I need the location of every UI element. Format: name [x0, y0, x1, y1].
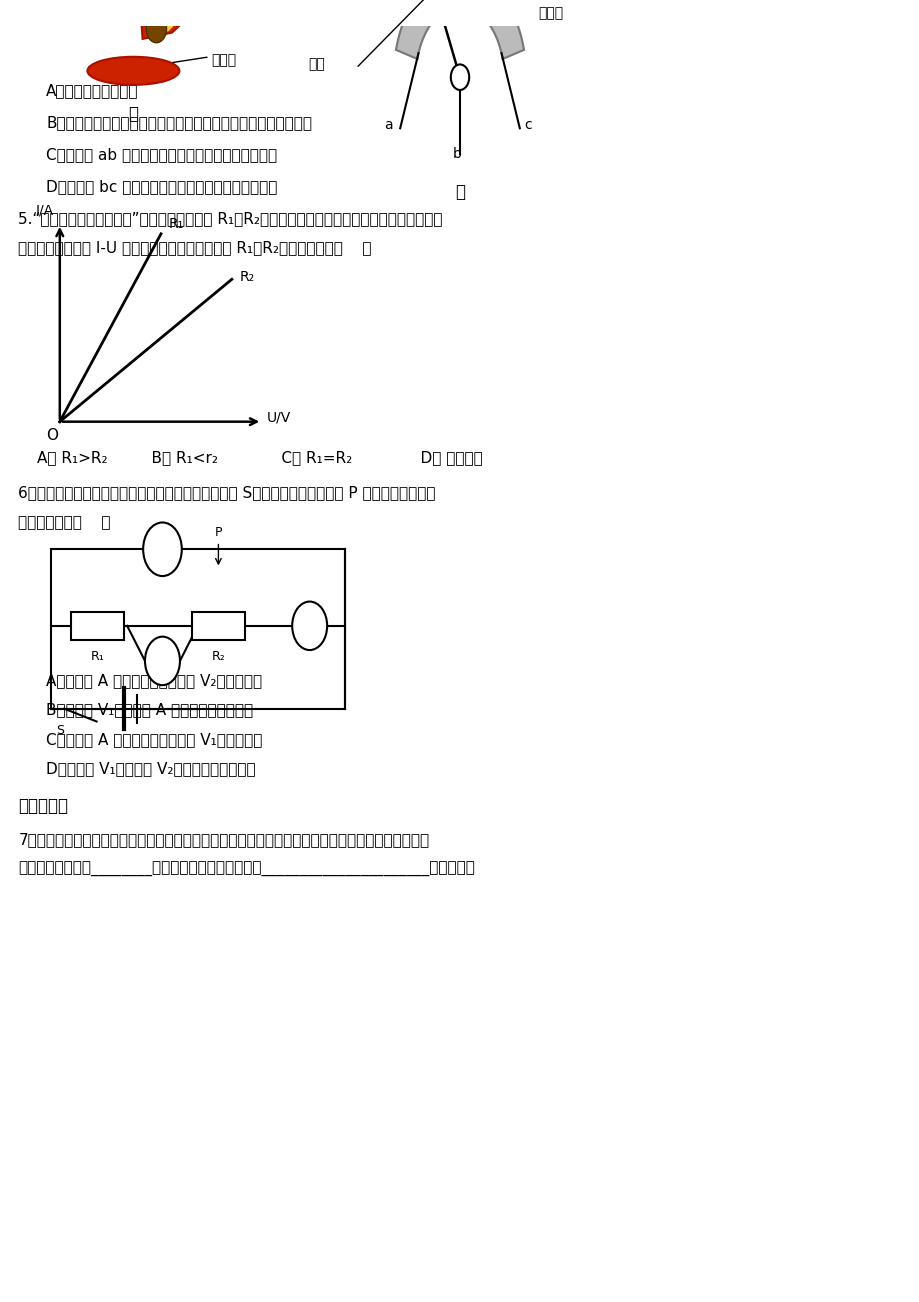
Text: C．若只将 ab 接入电路，顺时针转动旋鈕时灯泡变亮: C．若只将 ab 接入电路，顺时针转动旋鈕时灯泡变亮 [46, 147, 277, 163]
Text: O: O [46, 428, 58, 443]
Circle shape [143, 522, 182, 575]
Text: c: c [524, 118, 531, 132]
Text: 5.“探究电流与电压的关系”的实验中，分别用 R₁、R₂两个电阴进行了探究，并根据各自的实验数据: 5.“探究电流与电压的关系”的实验中，分别用 R₁、R₂两个电阴进行了探究，并根… [18, 211, 442, 227]
Ellipse shape [87, 57, 179, 85]
Text: b: b [452, 147, 461, 161]
Circle shape [145, 637, 180, 685]
Text: 这种物理现象叫做________现象，这个现象说明分子在______________________；如果驱蚊: 这种物理现象叫做________现象，这个现象说明分子在____________… [18, 862, 475, 876]
Text: R₁: R₁ [91, 650, 105, 663]
Text: A．电位器与灯泡并联: A．电位器与灯泡并联 [46, 83, 139, 99]
Text: 乙: 乙 [455, 184, 464, 201]
Bar [71, 612, 124, 639]
Text: R₂: R₂ [239, 270, 254, 284]
Text: 二、填空题: 二、填空题 [18, 797, 68, 815]
Text: R₁: R₁ [168, 217, 184, 232]
Text: 甲: 甲 [129, 105, 138, 124]
Text: 6．如图所示的电路中，电源电压保持不变。闭合开关 S，将滑动变阴器的滑片 P 向右移动时，下列: 6．如图所示的电路中，电源电压保持不变。闭合开关 S，将滑动变阴器的滑片 P 向… [18, 486, 436, 500]
Text: U/V: U/V [267, 411, 290, 424]
Text: V₁: V₁ [156, 542, 168, 552]
Text: P: P [214, 526, 221, 539]
Text: A． R₁>R₂         B． R₁<r₂             C． R₁=R₂              D． 不能确定: A． R₁>R₂ B． R₁<r₂ C． R₁=R₂ D． 不能确定 [37, 449, 482, 465]
Text: D．若只将 bc 接入电路，顺时针转动旋鈕时灯泡变暗: D．若只将 bc 接入电路，顺时针转动旋鈕时灯泡变暗 [46, 180, 277, 194]
Text: C．电流表 A 的示数变小，电压表 V₁的示数变大: C．电流表 A 的示数变小，电压表 V₁的示数变大 [46, 732, 262, 747]
Polygon shape [146, 1, 190, 36]
Text: 电阴丝: 电阴丝 [538, 5, 562, 20]
Circle shape [292, 602, 327, 650]
Text: B．电压表 V₁与电流表 A 的示数之比保持不变: B．电压表 V₁与电流表 A 的示数之比保持不变 [46, 702, 253, 717]
Polygon shape [395, 0, 524, 59]
Text: B．电位器是通过改变接入电路中电阴丝的长度来改变灯泡亮度的: B．电位器是通过改变接入电路中电阴丝的长度来改变灯泡亮度的 [46, 116, 312, 130]
Text: S: S [56, 724, 63, 737]
Text: 滑片: 滑片 [308, 57, 324, 70]
Bar [191, 612, 244, 639]
Circle shape [146, 14, 166, 43]
Text: D．电压表 V₁与电压表 V₂的示数之和保持不变: D．电压表 V₁与电压表 V₂的示数之和保持不变 [46, 762, 255, 776]
Text: 绘制出如图所示的 I-U 关系图像，从图中可以看出 R₁、R₂的大小关系为（    ）: 绘制出如图所示的 I-U 关系图像，从图中可以看出 R₁、R₂的大小关系为（ ） [18, 241, 371, 255]
Text: 说法正确的是（    ）: 说法正确的是（ ） [18, 514, 111, 530]
Text: R₂: R₂ [211, 650, 225, 663]
Text: A: A [305, 617, 313, 630]
Text: V₂: V₂ [156, 654, 168, 663]
Text: A．电流表 A 的示数变小，电压表 V₂的示数变大: A．电流表 A 的示数变小，电压表 V₂的示数变大 [46, 673, 262, 687]
Circle shape [450, 64, 469, 90]
Text: 电位器: 电位器 [211, 53, 236, 66]
Text: a: a [383, 118, 391, 132]
Polygon shape [141, 0, 202, 39]
Text: 7．小明把驱蚊片放到电驱蚊器的发热板上，通电一段时间后，在整个房间里就能闻到驱蚊片的气味，: 7．小明把驱蚊片放到电驱蚊器的发热板上，通电一段时间后，在整个房间里就能闻到驱蚊… [18, 832, 429, 848]
Text: I/A: I/A [35, 203, 53, 217]
